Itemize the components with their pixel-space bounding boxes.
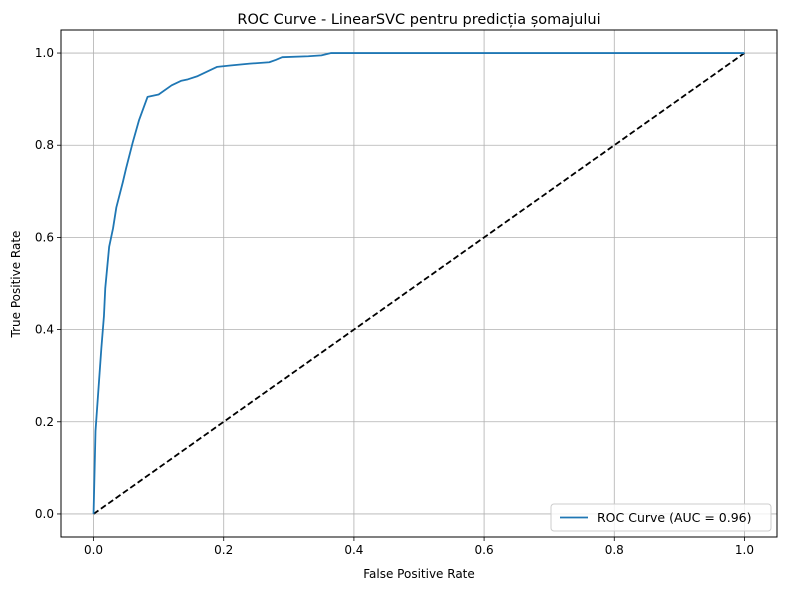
chance-diagonal-line	[93, 52, 745, 515]
y-tick-label: 0.0	[35, 507, 54, 521]
y-axis-label: True Positive Rate	[9, 231, 23, 339]
axis-ticks: 0.0 0.2 0.4 0.6 0.8 1.0 0.0 0.2 0.4 0.6 0.8 1.0	[35, 46, 754, 557]
roc-curve-line	[92, 52, 745, 514]
x-tick-label: 0.0	[84, 543, 103, 557]
x-tick-label: 0.4	[344, 543, 363, 557]
y-tick-label: 0.6	[35, 230, 54, 244]
legend: ROC Curve (AUC = 0.96)	[550, 503, 772, 532]
y-tick-label: 0.4	[35, 323, 54, 337]
x-axis-label: False Positive Rate	[363, 567, 475, 581]
chart-title: ROC Curve - LinearSVC pentru predicția ș…	[237, 12, 600, 28]
y-tick-label: 1.0	[35, 46, 54, 60]
x-tick-label: 0.8	[605, 543, 624, 557]
x-tick-label: 1.0	[735, 543, 754, 557]
y-tick-label: 0.2	[35, 415, 54, 429]
x-tick-label: 0.2	[214, 543, 233, 557]
y-tick-label: 0.8	[35, 138, 54, 152]
legend-box	[550, 503, 772, 532]
plot-lines	[92, 52, 745, 515]
grid	[61, 30, 777, 537]
legend-label: ROC Curve (AUC = 0.96)	[597, 510, 752, 525]
plot-frame	[60, 29, 778, 538]
x-tick-label: 0.6	[475, 543, 494, 557]
